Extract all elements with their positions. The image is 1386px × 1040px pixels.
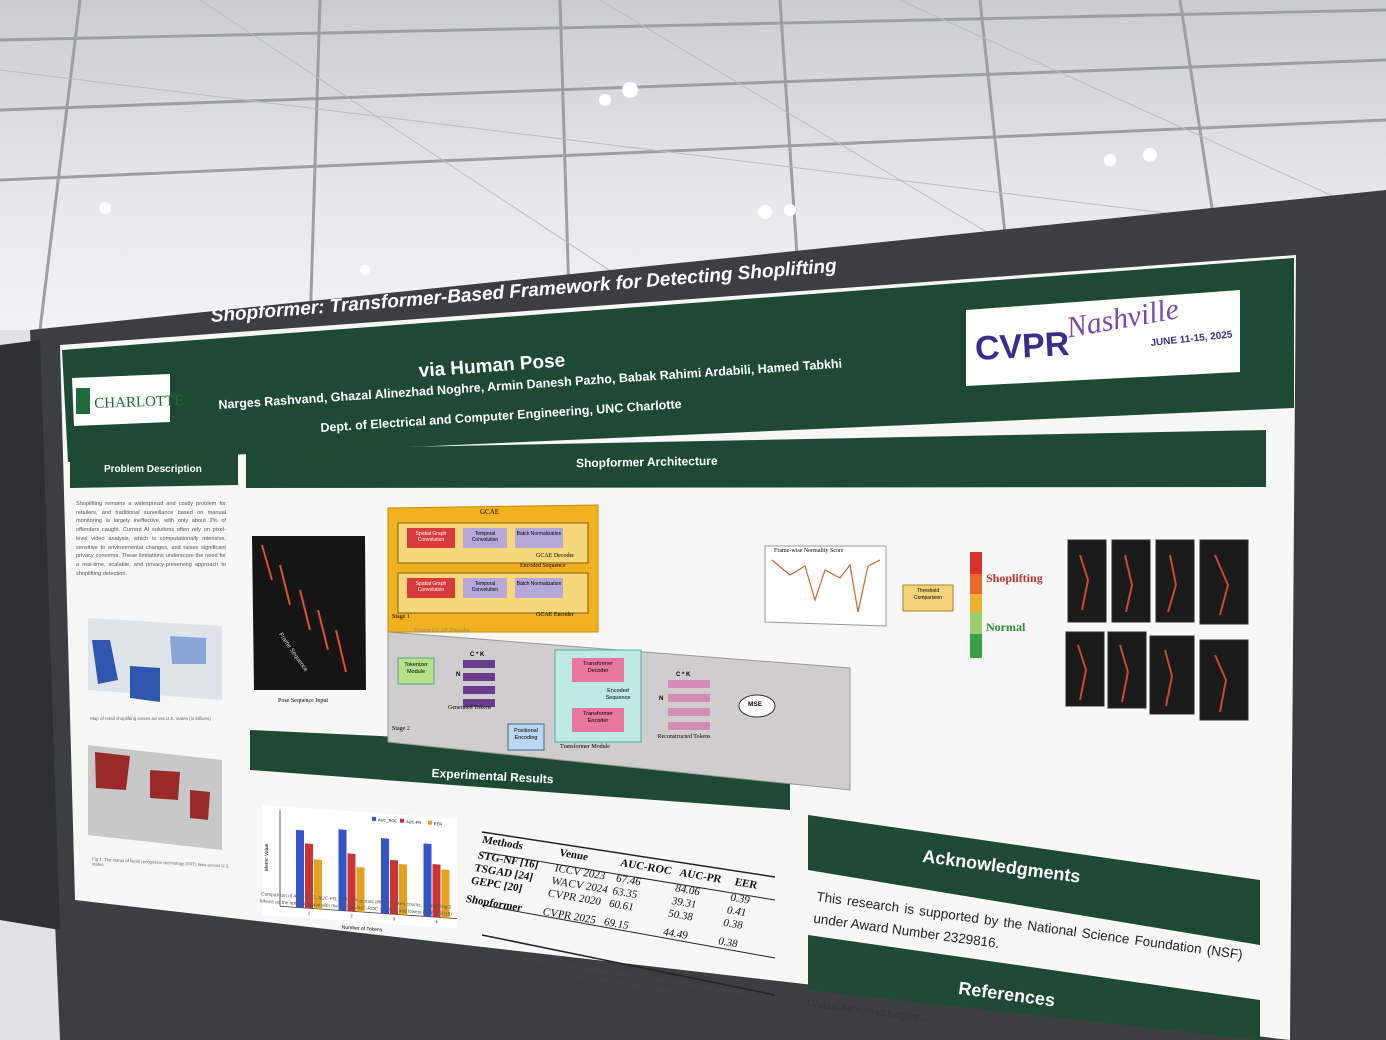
bar-auc-pr-2 [347, 853, 356, 912]
pose-input-label: Pose Sequence Input [278, 698, 328, 704]
ck-label-2: C * K [676, 672, 691, 678]
bar-eer-3 [399, 864, 407, 916]
legend-label: AUC-PR [406, 819, 421, 825]
normality-score-title: Frame-wise Normality Score [774, 548, 844, 554]
x-tick-label: 1 [308, 910, 311, 915]
encoded-sequence-label: Encoded Sequence [605, 688, 631, 701]
legend-label: EER [434, 821, 442, 827]
section-problem-title: Problem Description [104, 464, 202, 475]
n-label-2: N [659, 696, 664, 702]
x-axis-label: Number of Tokens [342, 925, 383, 934]
bar-auc_roc-4 [423, 843, 432, 917]
legend-label: AUC_ROC [378, 817, 398, 823]
bar-auc-pr-1 [305, 843, 313, 909]
bar-eer-1 [314, 859, 322, 910]
cvpr-logo-name: CVPR [974, 325, 1071, 368]
legend-swatch [428, 820, 432, 825]
x-tick-label: 4 [435, 919, 438, 924]
bar-auc-pr-3 [390, 859, 398, 915]
bar-eer-4 [441, 869, 450, 919]
batch-norm-label: Batch Normalization [516, 531, 562, 537]
threshold-label: Threshold Comparision [913, 588, 943, 601]
gcae-label: GCAE [480, 508, 500, 516]
spatial-conv-label-2: Spatial Graph Convolution [415, 581, 447, 593]
ck-label-1: C * K [470, 652, 485, 658]
gcae-encoder-label: GCAE Encoder [536, 612, 574, 618]
transformer-decoder-label: Transformer Decoder [583, 661, 613, 674]
temporal-conv-label: Temporal Convolution [471, 531, 499, 543]
stage2-label: Stage 2 [392, 726, 410, 732]
section-architecture-title: Shopformer Architecture [575, 453, 718, 471]
x-tick-label: 3 [393, 916, 396, 921]
bar-eer-2 [356, 866, 365, 913]
x-tick-label: 2 [350, 913, 353, 918]
generated-tokens-label: Generated Tokens [448, 705, 492, 711]
encoded-seq-label: Encoded Sequence [520, 563, 566, 569]
bar-auc_roc-2 [338, 829, 347, 911]
batch-norm-label-2: Batch Normalization [516, 581, 562, 587]
spatial-conv-label: Spatial Graph Convolution [415, 531, 447, 543]
transformer-encoder-label: Transformer Encoder [583, 711, 613, 724]
bar-auc_roc-3 [381, 838, 389, 914]
bar-auc_roc-1 [296, 829, 304, 908]
bar-auc-pr-4 [432, 864, 441, 918]
tokenizer-label: Tokenizer Module [404, 662, 428, 675]
legend-swatch [400, 818, 404, 823]
shoplifting-label: Shoplifting [986, 571, 1043, 585]
normal-label: Normal [986, 620, 1026, 634]
temporal-conv-label-2: Temporal Convolution [471, 581, 499, 593]
gcae-decoder-label: GCAE Decoder [536, 553, 575, 559]
stage1-label: Stage 1 [392, 614, 410, 620]
map1-caption: Map of retail shoplifting losses across … [90, 716, 211, 721]
n-label-1: N [456, 672, 461, 678]
y-axis-label: Metric Value [264, 843, 270, 871]
reconstructed-tokens-label: Reconstructed Tokens [657, 734, 711, 740]
transformer-module-label: Transformer Module [560, 744, 610, 750]
positional-encoding-label: Positional Encoding [514, 728, 538, 741]
university-logo: CHARLOTTE [94, 392, 184, 412]
problem-description-text: Shoplifting remains a widespread and cos… [76, 501, 226, 577]
frozen-encoder-label: Frozen GCAE Encoder [414, 628, 470, 634]
mse-label: MSE [748, 701, 763, 708]
legend-swatch [372, 816, 376, 821]
